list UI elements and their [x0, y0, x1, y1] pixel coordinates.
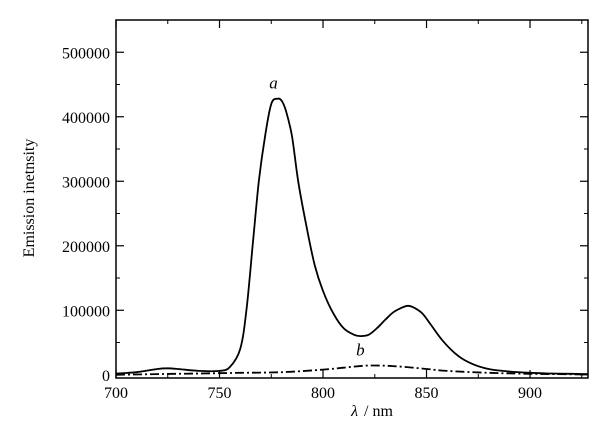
y-tick-label: 0: [102, 368, 110, 385]
y-tick-label: 400000: [62, 110, 110, 127]
x-axis-symbol: λ: [350, 403, 358, 420]
x-tick-label: 850: [415, 385, 439, 402]
y-tick-label: 100000: [62, 303, 110, 320]
x-tick-label: 700: [104, 385, 128, 402]
x-tick-label: 900: [518, 385, 542, 402]
y-tick-label: 200000: [62, 239, 110, 256]
x-tick-label: 750: [208, 385, 232, 402]
x-axis-unit: / nm: [364, 403, 393, 420]
axis-tick-labels: 700 750 800 850 900 0 100000 200000 300000 400000…: [62, 45, 542, 402]
y-axis-title: Emission inetnsity: [21, 139, 38, 258]
plot-frame: [115, 19, 589, 379]
x-tick-label: 800: [311, 385, 335, 402]
y-tick-label: 500000: [62, 45, 110, 62]
x-axis-title: λ / nm: [350, 403, 393, 420]
curve-labels: ab: [269, 74, 364, 360]
axis-ticks: [115, 20, 588, 378]
series-line-a: [115, 97, 589, 375]
series-label-a: a: [269, 74, 278, 93]
series-label-b: b: [356, 341, 365, 360]
series-line-b: [115, 364, 589, 376]
curves: [115, 97, 589, 376]
y-tick-label: 300000: [62, 174, 110, 191]
